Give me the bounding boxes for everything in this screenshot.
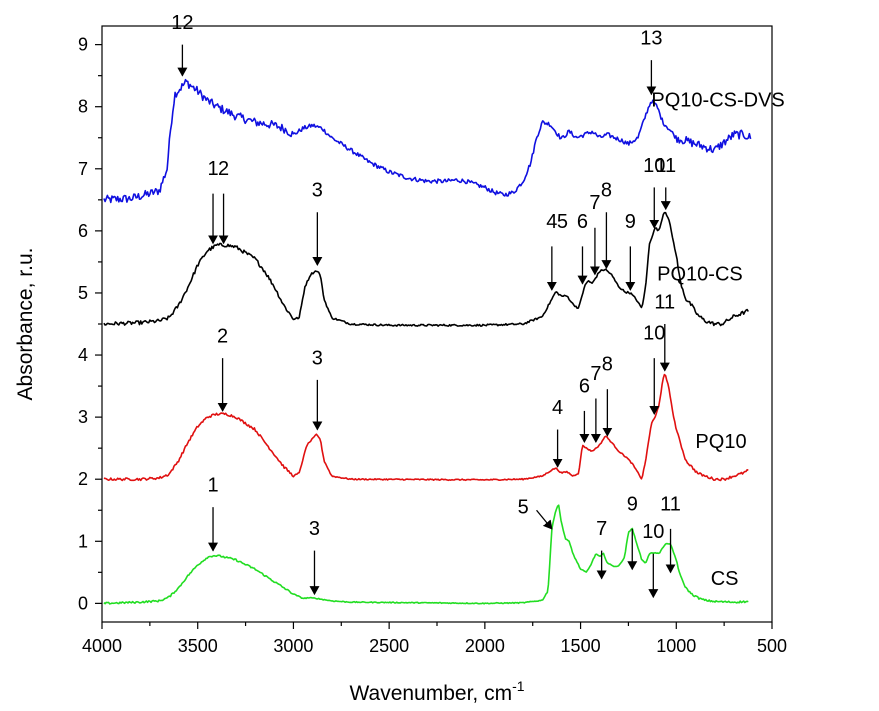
series-labels: PQ10-CS-DVS PQ10-CS PQ10 CS (651, 90, 784, 590)
peak-label: 11 (660, 493, 681, 515)
peak-label: 13 (640, 28, 662, 50)
x-tick-label: 1000 (656, 636, 696, 656)
y-tick-label: 4 (78, 345, 88, 365)
peak-label: 8 (601, 180, 612, 202)
x-axis-title-main: Wavenumber, cm (349, 682, 512, 705)
series-label: CS (711, 568, 739, 590)
peak-label: 8 (602, 354, 613, 376)
peak-label: 4 (546, 211, 557, 233)
y-tick-label: 3 (78, 407, 88, 427)
x-tick-label: 4000 (82, 636, 122, 656)
peak-label: 7 (589, 192, 600, 214)
x-axis-title: Wavenumber, cm-1 (349, 678, 524, 705)
peak-label: 4 (552, 397, 563, 419)
peak-label: 9 (625, 211, 636, 233)
peak-label: 6 (579, 375, 590, 397)
y-tick-label: 1 (78, 531, 88, 551)
x-tick-label: 2500 (369, 636, 409, 656)
peak-label: 3 (309, 518, 320, 540)
y-tick-label: 7 (78, 159, 88, 179)
peak-arrow (536, 509, 553, 530)
x-tick-label: 1500 (561, 636, 601, 656)
series-line (103, 373, 749, 482)
y-tick-label: 8 (78, 97, 88, 117)
peak-label: 5 (518, 496, 529, 518)
x-axis-ticks: 4000 3500 3000 2500 2000 1500 1000 500 (82, 622, 787, 656)
peak-label: 1 (207, 158, 218, 180)
y-tick-label: 5 (78, 283, 88, 303)
peak-label: 2 (217, 326, 228, 348)
x-tick-label: 2000 (465, 636, 505, 656)
y-tick-label: 6 (78, 221, 88, 241)
peak-label: 11 (655, 155, 676, 177)
peak-label: 10 (642, 521, 664, 543)
y-tick-label: 0 (78, 593, 88, 613)
peak-label: 11 (654, 291, 675, 313)
peak-label: 5 (557, 211, 568, 233)
axes (101, 25, 773, 623)
series-line (103, 211, 749, 327)
y-tick-label: 2 (78, 469, 88, 489)
peak-label: 10 (643, 323, 665, 345)
plot-frame (101, 25, 773, 623)
series-lines (103, 78, 752, 605)
y-axis-ticks: 0 1 2 3 4 5 6 7 8 9 (78, 35, 102, 613)
y-tick-label: 9 (78, 35, 88, 55)
y-axis-title: Absorbance, r.u. (14, 248, 37, 401)
peak-label: 6 (577, 211, 588, 233)
peak-label: 2 (218, 158, 229, 180)
series-label: PQ10 (695, 431, 746, 453)
series-label: PQ10-CS (657, 264, 743, 286)
peak-label: 3 (312, 180, 323, 202)
x-axis-title-superscript: -1 (512, 678, 525, 694)
x-tick-label: 3500 (178, 636, 218, 656)
peak-label: 10 (643, 155, 665, 177)
peak-label: 1 (207, 475, 218, 497)
series-line (103, 78, 752, 204)
peak-label: 12 (171, 12, 193, 34)
series-line (103, 504, 749, 605)
x-tick-label: 3000 (273, 636, 313, 656)
peak-label: 9 (627, 493, 638, 515)
x-tick-label: 500 (757, 636, 787, 656)
peak-label: 7 (596, 518, 607, 540)
peak-label: 3 (312, 347, 323, 369)
peak-label: 7 (590, 363, 601, 385)
series-label: PQ10-CS-DVS (651, 90, 784, 112)
